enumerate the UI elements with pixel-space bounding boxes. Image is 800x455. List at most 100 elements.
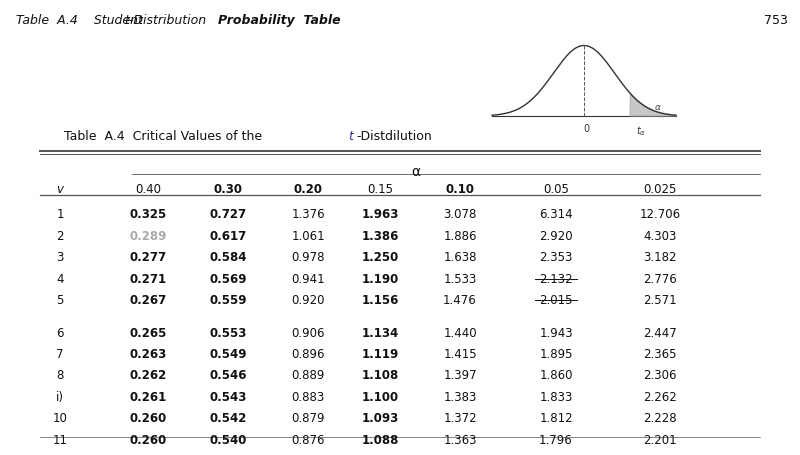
Text: 3.182: 3.182 xyxy=(643,251,677,264)
Text: 10: 10 xyxy=(53,412,67,425)
Text: 7: 7 xyxy=(56,348,64,361)
Text: 6: 6 xyxy=(56,327,64,340)
Text: 2.447: 2.447 xyxy=(643,327,677,340)
Text: 2: 2 xyxy=(56,230,64,243)
Text: 0.271: 0.271 xyxy=(130,273,166,286)
Text: 2.015: 2.015 xyxy=(539,294,573,307)
Text: 1.963: 1.963 xyxy=(362,208,398,222)
Text: 8: 8 xyxy=(56,369,64,383)
Text: $\alpha$: $\alpha$ xyxy=(654,103,662,112)
Text: -Distdilution: -Distdilution xyxy=(357,130,433,143)
Text: 1.533: 1.533 xyxy=(443,273,477,286)
Text: 0.542: 0.542 xyxy=(210,412,246,425)
Text: 1.638: 1.638 xyxy=(443,251,477,264)
Text: 6.314: 6.314 xyxy=(539,208,573,222)
Text: 1.476: 1.476 xyxy=(443,294,477,307)
Text: 1.363: 1.363 xyxy=(443,434,477,447)
Text: t-Distribution: t-Distribution xyxy=(124,14,206,27)
Text: t: t xyxy=(348,130,353,143)
Text: 1: 1 xyxy=(56,208,64,222)
Text: 2.306: 2.306 xyxy=(643,369,677,383)
Text: 2.365: 2.365 xyxy=(643,348,677,361)
Text: 1.386: 1.386 xyxy=(362,230,398,243)
Text: 1.895: 1.895 xyxy=(539,348,573,361)
Text: 0: 0 xyxy=(583,124,590,134)
Text: 1.833: 1.833 xyxy=(539,391,573,404)
Text: 0.05: 0.05 xyxy=(543,183,569,196)
Text: 1.886: 1.886 xyxy=(443,230,477,243)
Text: 0.025: 0.025 xyxy=(643,183,677,196)
Text: 12.706: 12.706 xyxy=(639,208,681,222)
Text: 3: 3 xyxy=(56,251,64,264)
Text: 0.617: 0.617 xyxy=(210,230,246,243)
Text: α: α xyxy=(411,165,421,179)
Text: 0.15: 0.15 xyxy=(367,183,393,196)
Text: 0.553: 0.553 xyxy=(210,327,246,340)
Text: 1.415: 1.415 xyxy=(443,348,477,361)
Text: v: v xyxy=(57,183,63,196)
Text: 1.093: 1.093 xyxy=(362,412,398,425)
Text: 11: 11 xyxy=(53,434,67,447)
Text: 0.941: 0.941 xyxy=(291,273,325,286)
Text: 753: 753 xyxy=(764,14,788,27)
Text: 1.190: 1.190 xyxy=(362,273,398,286)
Text: 1.250: 1.250 xyxy=(362,251,398,264)
Text: 1.088: 1.088 xyxy=(362,434,398,447)
Text: 0.325: 0.325 xyxy=(130,208,166,222)
Text: 0.263: 0.263 xyxy=(130,348,166,361)
Text: Table  A.4    Student: Table A.4 Student xyxy=(16,14,151,27)
Text: $t_{\alpha}$: $t_{\alpha}$ xyxy=(636,124,646,138)
Text: 3.078: 3.078 xyxy=(443,208,477,222)
Text: 5: 5 xyxy=(56,294,64,307)
Text: 0.549: 0.549 xyxy=(210,348,246,361)
Text: 0.543: 0.543 xyxy=(210,391,246,404)
Text: 0.267: 0.267 xyxy=(130,294,166,307)
Text: 0.920: 0.920 xyxy=(291,294,325,307)
Text: 0.10: 0.10 xyxy=(446,183,474,196)
Text: 0.559: 0.559 xyxy=(210,294,246,307)
Text: 2.132: 2.132 xyxy=(539,273,573,286)
Text: 0.265: 0.265 xyxy=(130,327,166,340)
Text: 0.289: 0.289 xyxy=(130,230,166,243)
Text: 1.860: 1.860 xyxy=(539,369,573,383)
Text: 2.201: 2.201 xyxy=(643,434,677,447)
Text: 1.119: 1.119 xyxy=(362,348,398,361)
Text: 0.883: 0.883 xyxy=(291,391,325,404)
Text: Probability  Table: Probability Table xyxy=(218,14,340,27)
Text: 1.397: 1.397 xyxy=(443,369,477,383)
Text: 0.896: 0.896 xyxy=(291,348,325,361)
Text: 2.920: 2.920 xyxy=(539,230,573,243)
Text: 0.906: 0.906 xyxy=(291,327,325,340)
Text: 0.889: 0.889 xyxy=(291,369,325,383)
Text: 1.796: 1.796 xyxy=(539,434,573,447)
Polygon shape xyxy=(630,94,676,116)
Text: 1.061: 1.061 xyxy=(291,230,325,243)
Text: 0.584: 0.584 xyxy=(210,251,246,264)
Text: Table  A.4  Critical Values of the: Table A.4 Critical Values of the xyxy=(64,130,270,143)
Text: 1.440: 1.440 xyxy=(443,327,477,340)
Text: 0.260: 0.260 xyxy=(130,412,166,425)
Text: 1.134: 1.134 xyxy=(362,327,398,340)
Text: 2.228: 2.228 xyxy=(643,412,677,425)
Text: 0.569: 0.569 xyxy=(210,273,246,286)
Text: 4: 4 xyxy=(56,273,64,286)
Text: 0.876: 0.876 xyxy=(291,434,325,447)
Text: 1.156: 1.156 xyxy=(362,294,398,307)
Text: 2.262: 2.262 xyxy=(643,391,677,404)
Text: 4.303: 4.303 xyxy=(643,230,677,243)
Text: 1.100: 1.100 xyxy=(362,391,398,404)
Text: 0.20: 0.20 xyxy=(294,183,322,196)
Text: i): i) xyxy=(56,391,64,404)
Text: 2.776: 2.776 xyxy=(643,273,677,286)
Text: 1.383: 1.383 xyxy=(443,391,477,404)
Text: 1.376: 1.376 xyxy=(291,208,325,222)
Text: 0.879: 0.879 xyxy=(291,412,325,425)
Text: 0.727: 0.727 xyxy=(210,208,246,222)
Text: 1.943: 1.943 xyxy=(539,327,573,340)
Text: 0.260: 0.260 xyxy=(130,434,166,447)
Text: 0.40: 0.40 xyxy=(135,183,161,196)
Text: 0.540: 0.540 xyxy=(210,434,246,447)
Text: 0.978: 0.978 xyxy=(291,251,325,264)
Text: 2.571: 2.571 xyxy=(643,294,677,307)
Text: 0.30: 0.30 xyxy=(214,183,242,196)
